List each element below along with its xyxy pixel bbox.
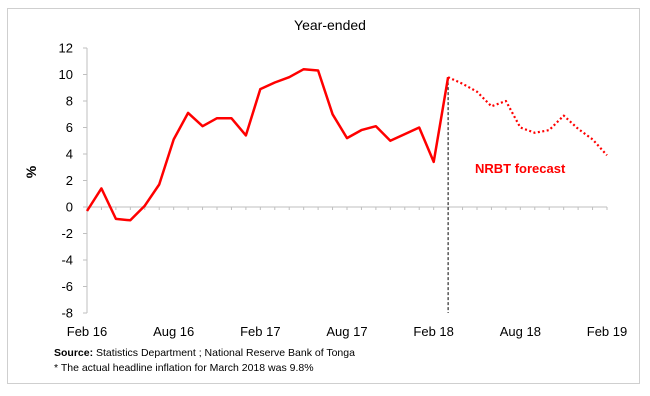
source-label: Source:: [54, 347, 93, 359]
forecast-series-line: [448, 77, 607, 155]
x-tick-label: Aug 17: [326, 324, 367, 339]
x-tick-label: Aug 18: [500, 324, 541, 339]
y-tick-label: 12: [59, 41, 73, 56]
actual-series-line: [87, 69, 448, 220]
x-tick-label: Feb 17: [240, 324, 280, 339]
y-tick-label: -8: [61, 306, 73, 321]
y-tick-label: 0: [66, 200, 73, 215]
x-tick-label: Aug 16: [153, 324, 194, 339]
y-tick-label: 10: [59, 67, 73, 82]
axes: -8 -6 -4 -2 0 2 4 6 8 10 12 Feb 16 Aug 16 Feb 17 Aug 1…: [59, 41, 628, 340]
chart-title: Year-ended: [294, 17, 366, 33]
y-axis-label: %: [23, 165, 39, 178]
forecast-annotation: NRBT forecast: [475, 161, 566, 176]
y-tick-label: 8: [66, 94, 73, 109]
y-tick-label: -6: [61, 279, 73, 294]
x-tick-label: Feb 16: [67, 324, 107, 339]
x-tick-label: Feb 18: [413, 324, 453, 339]
y-tick-label: 2: [66, 173, 73, 188]
y-tick-label: -4: [61, 253, 73, 268]
y-tick-label: 4: [66, 147, 73, 162]
y-tick-label: 6: [66, 120, 73, 135]
x-tick-label: Feb 19: [587, 324, 627, 339]
y-tick-label: -2: [61, 226, 73, 241]
series-lines: [87, 69, 607, 220]
source-footnote: Source: Statistics Department ; National…: [54, 347, 355, 359]
inflation-footnote: * The actual headline inflation for Marc…: [54, 362, 314, 374]
source-text: Statistics Department ; National Reserve…: [93, 347, 355, 359]
